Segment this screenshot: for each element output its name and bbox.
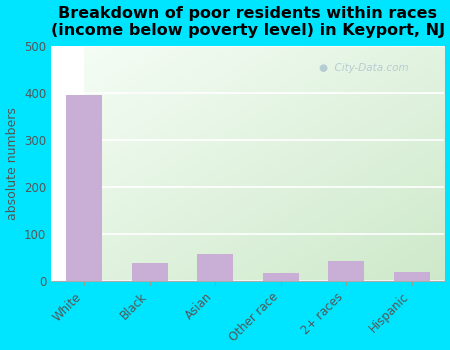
Bar [131, 262, 167, 281]
Bar [66, 94, 102, 281]
Text: ●  City-Data.com: ● City-Data.com [319, 63, 408, 72]
Y-axis label: absolute numbers: absolute numbers [5, 107, 18, 220]
Title: Breakdown of poor residents within races
(income below poverty level) in Keyport: Breakdown of poor residents within races… [51, 6, 445, 38]
Bar [394, 272, 430, 281]
Bar [197, 254, 233, 281]
Bar [328, 261, 364, 281]
Bar [263, 273, 299, 281]
